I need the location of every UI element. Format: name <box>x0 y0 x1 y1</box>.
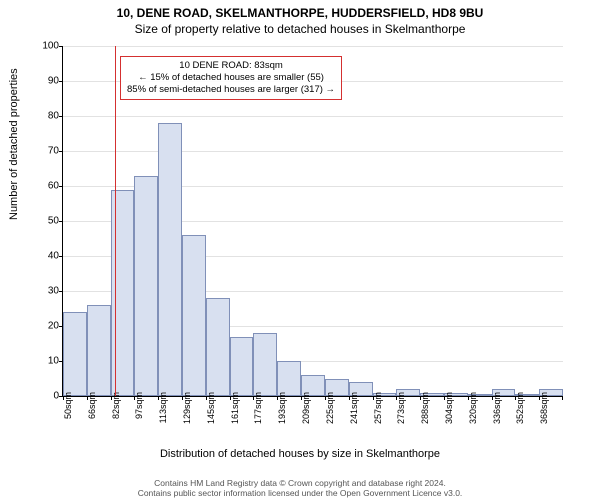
y-axis-label: Number of detached properties <box>8 68 20 220</box>
ytick-mark <box>59 221 63 222</box>
ytick-label: 80 <box>33 111 59 122</box>
ytick-mark <box>59 186 63 187</box>
xtick-label: 304sqm <box>444 392 454 424</box>
xtick-label: 193sqm <box>277 392 287 424</box>
xtick-label: 257sqm <box>373 392 383 424</box>
xtick-label: 225sqm <box>325 392 335 424</box>
chart-area: 010203040506070809010050sqm66sqm82sqm97s… <box>62 46 562 396</box>
xtick-label: 129sqm <box>182 392 192 424</box>
xtick-label: 97sqm <box>134 392 144 419</box>
histogram-bar <box>253 333 277 396</box>
ytick-label: 100 <box>33 41 59 52</box>
histogram-bar <box>134 176 158 397</box>
ytick-mark <box>59 151 63 152</box>
histogram-bar <box>230 337 254 397</box>
footer-line-1: Contains HM Land Registry data © Crown c… <box>0 478 600 488</box>
gridline <box>63 46 563 47</box>
ytick-mark <box>59 116 63 117</box>
annotation-box: 10 DENE ROAD: 83sqm← 15% of detached hou… <box>120 56 342 100</box>
title-sub: Size of property relative to detached ho… <box>0 20 600 36</box>
annotation-line: ← 15% of detached houses are smaller (55… <box>127 72 335 84</box>
ytick-label: 90 <box>33 76 59 87</box>
title-main: 10, DENE ROAD, SKELMANTHORPE, HUDDERSFIE… <box>0 0 600 20</box>
x-axis-label: Distribution of detached houses by size … <box>0 448 600 460</box>
xtick-label: 82sqm <box>111 392 121 419</box>
ytick-label: 10 <box>33 356 59 367</box>
histogram-bar <box>182 235 206 396</box>
xtick-label: 66sqm <box>87 392 97 419</box>
ytick-label: 0 <box>33 391 59 402</box>
ytick-mark <box>59 46 63 47</box>
histogram-bar <box>277 361 301 396</box>
histogram-bar <box>87 305 111 396</box>
ytick-label: 60 <box>33 181 59 192</box>
ytick-label: 50 <box>33 216 59 227</box>
ytick-mark <box>59 81 63 82</box>
ytick-label: 40 <box>33 251 59 262</box>
xtick-label: 352sqm <box>515 392 525 424</box>
ytick-label: 20 <box>33 321 59 332</box>
xtick-label: 273sqm <box>396 392 406 424</box>
gridline <box>63 151 563 152</box>
histogram-bar <box>206 298 230 396</box>
histogram-bar <box>63 312 87 396</box>
xtick-label: 145sqm <box>206 392 216 424</box>
xtick-label: 368sqm <box>539 392 549 424</box>
ytick-mark <box>59 256 63 257</box>
xtick-label: 177sqm <box>253 392 263 424</box>
footer-line-2: Contains public sector information licen… <box>0 488 600 498</box>
xtick-label: 113sqm <box>158 392 168 423</box>
ytick-label: 30 <box>33 286 59 297</box>
histogram-bar <box>158 123 182 396</box>
xtick-label: 336sqm <box>492 392 502 424</box>
annotation-line: 85% of semi-detached houses are larger (… <box>127 84 335 96</box>
annotation-line: 10 DENE ROAD: 83sqm <box>127 60 335 72</box>
ytick-mark <box>59 291 63 292</box>
footer-attribution: Contains HM Land Registry data © Crown c… <box>0 478 600 498</box>
reference-line <box>115 46 116 396</box>
xtick-label: 161sqm <box>230 392 240 424</box>
gridline <box>63 116 563 117</box>
plot-region: 010203040506070809010050sqm66sqm82sqm97s… <box>62 46 563 397</box>
xtick-label: 241sqm <box>349 392 359 424</box>
xtick-label: 288sqm <box>420 392 430 424</box>
xtick-label: 50sqm <box>63 392 73 419</box>
chart-container: 10, DENE ROAD, SKELMANTHORPE, HUDDERSFIE… <box>0 0 600 500</box>
ytick-label: 70 <box>33 146 59 157</box>
xtick-mark <box>562 396 563 400</box>
xtick-label: 209sqm <box>301 392 311 424</box>
xtick-label: 320sqm <box>468 392 478 424</box>
